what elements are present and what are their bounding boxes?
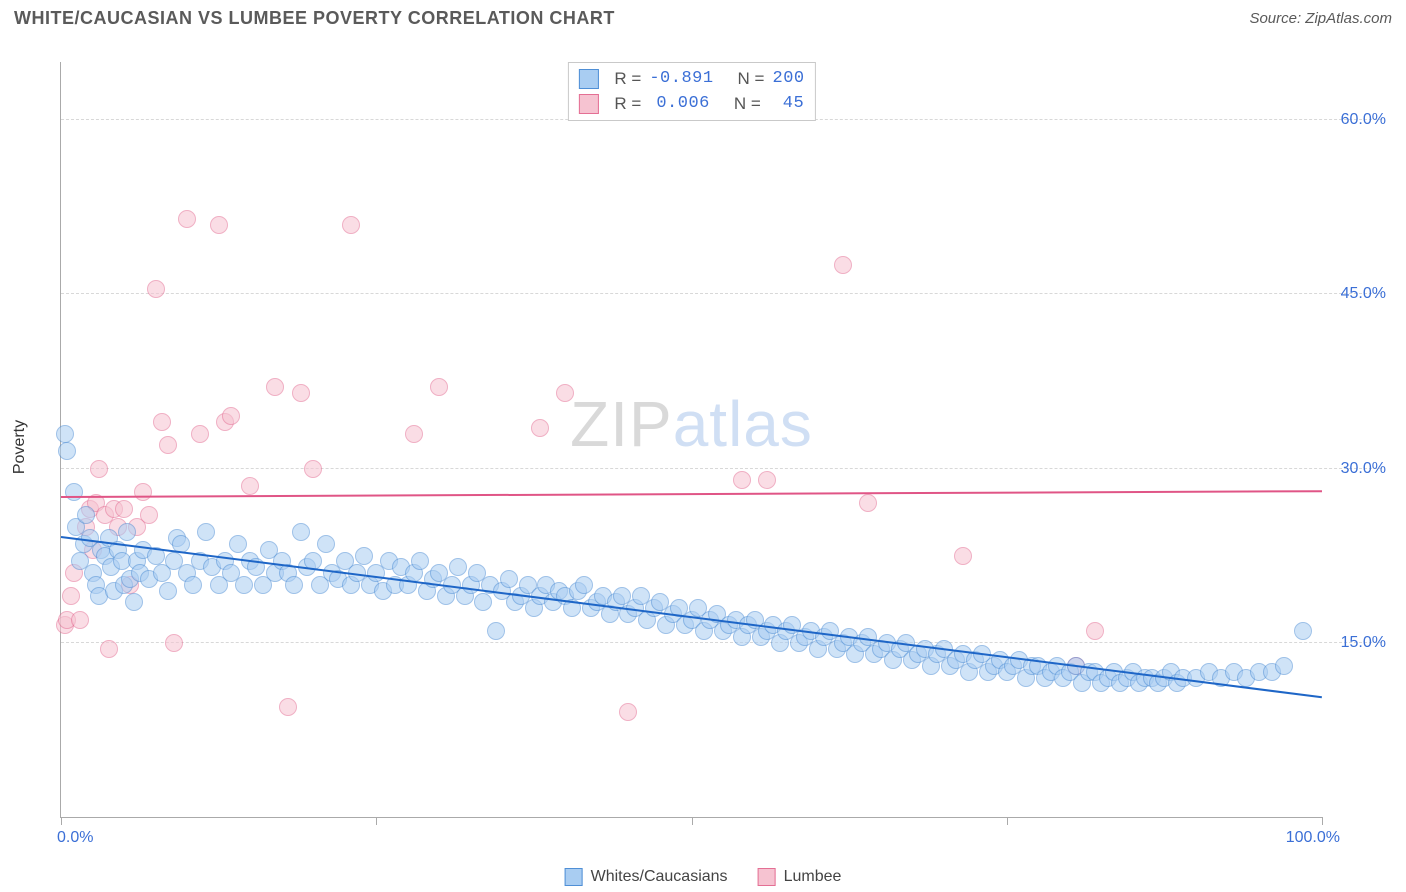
r-label: R =	[614, 92, 641, 117]
series2-point	[292, 384, 310, 402]
gridline	[61, 642, 1382, 643]
x-tick	[692, 817, 693, 825]
series2-point	[62, 587, 80, 605]
series1-point	[317, 535, 335, 553]
series1-swatch-icon	[578, 69, 598, 89]
series1-point	[235, 576, 253, 594]
x-tick	[61, 817, 62, 825]
y-tick-label: 15.0%	[1326, 634, 1386, 652]
y-axis-title: Poverty	[11, 420, 29, 474]
chart-title: WHITE/CAUCASIAN VS LUMBEE POVERTY CORREL…	[14, 8, 615, 29]
correlation-stats-box: R = -0.891 N = 200 R = 0.006 N = 45	[567, 62, 815, 121]
legend-item-series1: Whites/Caucasians	[565, 868, 728, 886]
series2-point	[165, 634, 183, 652]
series1-trend-line	[61, 536, 1322, 698]
series1-point	[285, 576, 303, 594]
series1-legend-label: Whites/Caucasians	[591, 868, 728, 886]
x-min-label: 0.0%	[57, 829, 93, 847]
y-tick-label: 60.0%	[1326, 111, 1386, 129]
series2-swatch-icon	[758, 868, 776, 886]
gridline	[61, 293, 1382, 294]
series2-swatch-icon	[578, 94, 598, 114]
series2-point	[100, 640, 118, 658]
y-tick-label: 45.0%	[1326, 285, 1386, 303]
chart-source: Source: ZipAtlas.com	[1249, 10, 1392, 27]
series1-point	[197, 523, 215, 541]
series1-point	[355, 547, 373, 565]
r-label: R =	[614, 67, 641, 92]
series1-point	[77, 506, 95, 524]
series1-n-value: 200	[772, 67, 804, 92]
series2-point	[556, 384, 574, 402]
series2-point	[834, 256, 852, 274]
series2-point	[954, 547, 972, 565]
series1-point	[56, 425, 74, 443]
series1-point	[487, 622, 505, 640]
series2-point	[430, 378, 448, 396]
series2-point	[733, 471, 751, 489]
series2-point	[1086, 622, 1104, 640]
series2-point	[191, 425, 209, 443]
watermark: ZIPatlas	[570, 387, 813, 461]
series1-point	[1294, 622, 1312, 640]
series2-point	[405, 425, 423, 443]
series2-point	[147, 280, 165, 298]
x-tick	[1322, 817, 1323, 825]
series2-point	[71, 611, 89, 629]
series2-r-value: 0.006	[649, 92, 710, 117]
x-tick	[376, 817, 377, 825]
series2-point	[758, 471, 776, 489]
stats-row-series1: R = -0.891 N = 200	[578, 67, 804, 92]
series1-point	[184, 576, 202, 594]
series1-point	[229, 535, 247, 553]
series2-point	[210, 216, 228, 234]
series1-point	[449, 558, 467, 576]
series2-point	[153, 413, 171, 431]
series1-point	[159, 582, 177, 600]
series2-point	[178, 210, 196, 228]
watermark-part1: ZIP	[570, 388, 673, 460]
series2-point	[140, 506, 158, 524]
series2-point	[531, 419, 549, 437]
series1-point	[411, 552, 429, 570]
series2-point	[266, 378, 284, 396]
series2-point	[222, 407, 240, 425]
series2-point	[241, 477, 259, 495]
series2-point	[159, 436, 177, 454]
series2-point	[304, 460, 322, 478]
series1-point	[118, 523, 136, 541]
series1-point	[474, 593, 492, 611]
chart-area: Poverty ZIPatlas R = -0.891 N = 200 R = …	[14, 40, 1392, 854]
series2-point	[115, 500, 133, 518]
series1-point	[500, 570, 518, 588]
series2-legend-label: Lumbee	[784, 868, 842, 886]
series1-point	[125, 593, 143, 611]
series2-point	[342, 216, 360, 234]
series1-point	[58, 442, 76, 460]
legend: Whites/Caucasians Lumbee	[565, 868, 842, 886]
series2-point	[134, 483, 152, 501]
legend-item-series2: Lumbee	[758, 868, 842, 886]
x-max-label: 100.0%	[1286, 829, 1340, 847]
series1-swatch-icon	[565, 868, 583, 886]
gridline	[61, 468, 1382, 469]
n-label: N =	[734, 92, 761, 117]
series2-point	[279, 698, 297, 716]
series1-r-value: -0.891	[649, 67, 713, 92]
y-tick-label: 30.0%	[1326, 460, 1386, 478]
series2-n-value: 45	[769, 92, 804, 117]
plot-region: ZIPatlas R = -0.891 N = 200 R = 0.006 N …	[60, 62, 1322, 818]
series1-point	[575, 576, 593, 594]
watermark-part2: atlas	[673, 388, 813, 460]
series2-point	[619, 703, 637, 721]
stats-row-series2: R = 0.006 N = 45	[578, 92, 804, 117]
series2-point	[90, 460, 108, 478]
series1-point	[65, 483, 83, 501]
x-tick	[1007, 817, 1008, 825]
n-label: N =	[738, 67, 765, 92]
series1-point	[292, 523, 310, 541]
series2-point	[859, 494, 877, 512]
series1-point	[1275, 657, 1293, 675]
